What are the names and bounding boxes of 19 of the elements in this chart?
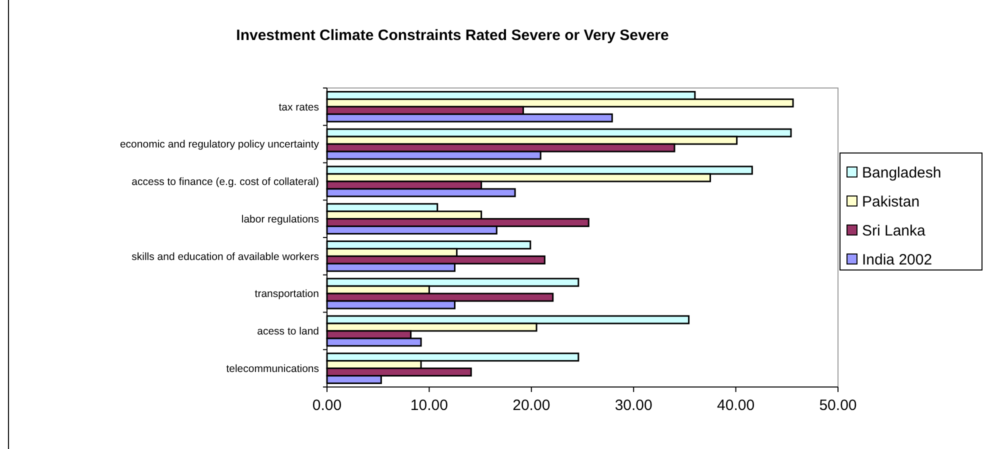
legend-label: Pakistan	[862, 193, 920, 210]
y-tick-label: acess to land	[257, 326, 320, 338]
y-tick-label: tax rates	[278, 101, 319, 114]
x-tick-label: 50.00	[819, 397, 857, 414]
y-tick-label: skills and education of available workers	[132, 250, 319, 263]
x-tick-label: 30.00	[614, 397, 652, 414]
legend-label: Bangladesh	[862, 164, 942, 182]
legend-label: Sri Lanka	[862, 222, 926, 240]
x-tick-label: 40.00	[717, 397, 755, 414]
legend-label: India 2002	[862, 251, 932, 268]
y-tick-label: access to finance (e.g. cost of collateral)	[132, 176, 319, 188]
y-tick-label: economic and regulatory policy uncertainty	[120, 138, 320, 151]
y-tick-label: labor regulations	[241, 213, 319, 226]
x-tick-label: 0.00	[312, 397, 342, 414]
x-tick-label: 10.00	[410, 397, 448, 414]
y-tick-label: transportation	[254, 288, 320, 300]
chart-title: Investment Climate Constraints Rated Severe or Very Severe	[236, 27, 669, 44]
y-tick-label: telecommunications	[226, 362, 319, 375]
x-tick-label: 20.00	[512, 397, 550, 414]
